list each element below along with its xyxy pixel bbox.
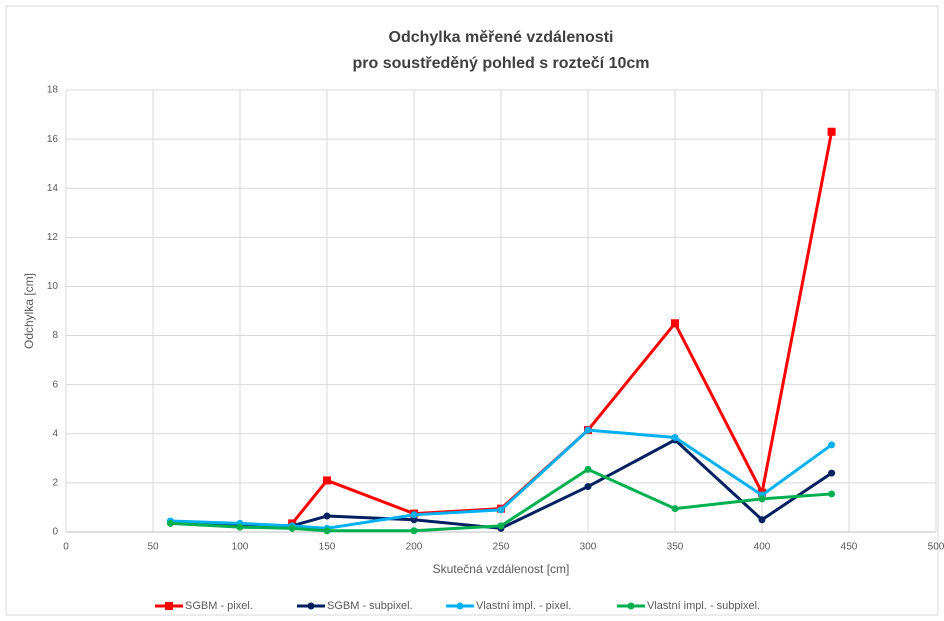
point — [410, 511, 418, 519]
legend-label: SGBM - subpixel. — [327, 600, 413, 612]
legend-label: Vlastní impl. - subpixel. — [647, 600, 760, 612]
point — [758, 516, 766, 524]
legend-label: SGBM - pixel. — [185, 600, 253, 612]
point — [323, 476, 331, 485]
y-tick-label: 2 — [52, 478, 58, 489]
point — [828, 441, 836, 449]
x-tick-label: 500 — [928, 542, 944, 553]
point — [671, 433, 679, 441]
y-tick-label: 6 — [52, 379, 58, 390]
legend-marker — [307, 602, 315, 610]
point — [584, 483, 592, 491]
point — [323, 512, 331, 520]
y-axis-title: Odchylka [cm] — [22, 273, 36, 349]
x-tick-label: 100 — [232, 542, 249, 553]
point — [758, 495, 766, 503]
point — [236, 523, 244, 531]
point — [584, 465, 592, 473]
point — [410, 527, 418, 535]
y-tick-label: 12 — [47, 232, 59, 243]
y-tick-label: 4 — [52, 428, 58, 439]
y-tick-label: 0 — [52, 527, 58, 538]
x-tick-label: 50 — [147, 542, 159, 553]
x-tick-label: 450 — [841, 542, 858, 553]
legend-label: Vlastní impl. - pixel. — [476, 600, 571, 612]
point — [497, 522, 505, 530]
legend-marker — [627, 602, 635, 610]
legend-marker — [456, 602, 464, 610]
x-tick-label: 350 — [667, 542, 684, 553]
point — [827, 127, 836, 136]
point — [584, 426, 592, 434]
chart-subtitle: pro soustředěný pohled s roztečí 10cm — [353, 55, 650, 72]
point — [410, 516, 418, 524]
x-tick-label: 200 — [406, 542, 423, 553]
point — [288, 524, 296, 532]
point — [671, 319, 679, 328]
point — [671, 505, 679, 513]
chart-frame — [5, 5, 939, 616]
y-tick-label: 14 — [47, 183, 59, 194]
point — [828, 469, 836, 477]
x-tick-label: 150 — [319, 542, 336, 553]
point — [497, 506, 505, 514]
x-tick-label: 0 — [63, 542, 69, 553]
x-tick-label: 300 — [580, 542, 597, 553]
point — [828, 490, 836, 498]
series-line — [170, 467, 832, 533]
y-tick-label: 10 — [47, 281, 59, 292]
y-tick-label: 16 — [47, 134, 59, 145]
x-tick-label: 250 — [493, 542, 510, 553]
point — [166, 519, 174, 527]
series-line — [170, 428, 833, 530]
y-tick-label: 18 — [47, 85, 59, 96]
legend-marker — [165, 602, 173, 610]
x-axis-title: Skutečná vzdálenost [cm] — [433, 562, 570, 576]
chart-title: Odchylka měřené vzdálenosti — [389, 29, 614, 46]
y-tick-label: 8 — [52, 330, 58, 341]
point — [323, 527, 331, 535]
x-tick-label: 400 — [754, 542, 771, 553]
